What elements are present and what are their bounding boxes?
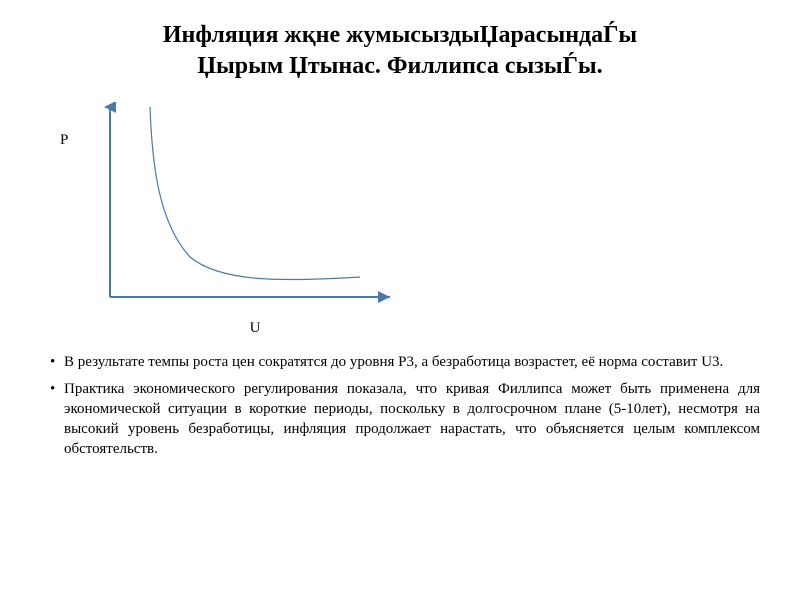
phillips-curve: [150, 107, 360, 280]
title-line1: Инфляция жқне жумысыздыЏарасындаЃы: [163, 22, 637, 48]
chart-svg: [80, 102, 430, 312]
phillips-curve-chart: P: [80, 102, 430, 312]
bullet-list: В результате темпы роста цен сократятся …: [40, 352, 760, 459]
y-axis-label: P: [60, 132, 68, 149]
x-axis-label: U: [80, 320, 430, 337]
page-title: Инфляция жқне жумысыздыЏарасындаЃы Џырым…: [40, 20, 760, 82]
list-item: Практика экономического регулирования по…: [50, 379, 760, 460]
list-item: В результате темпы роста цен сократятся …: [50, 352, 760, 372]
title-line2: Џырым Џтынас. Филлипса сызыЃы.: [197, 53, 602, 79]
